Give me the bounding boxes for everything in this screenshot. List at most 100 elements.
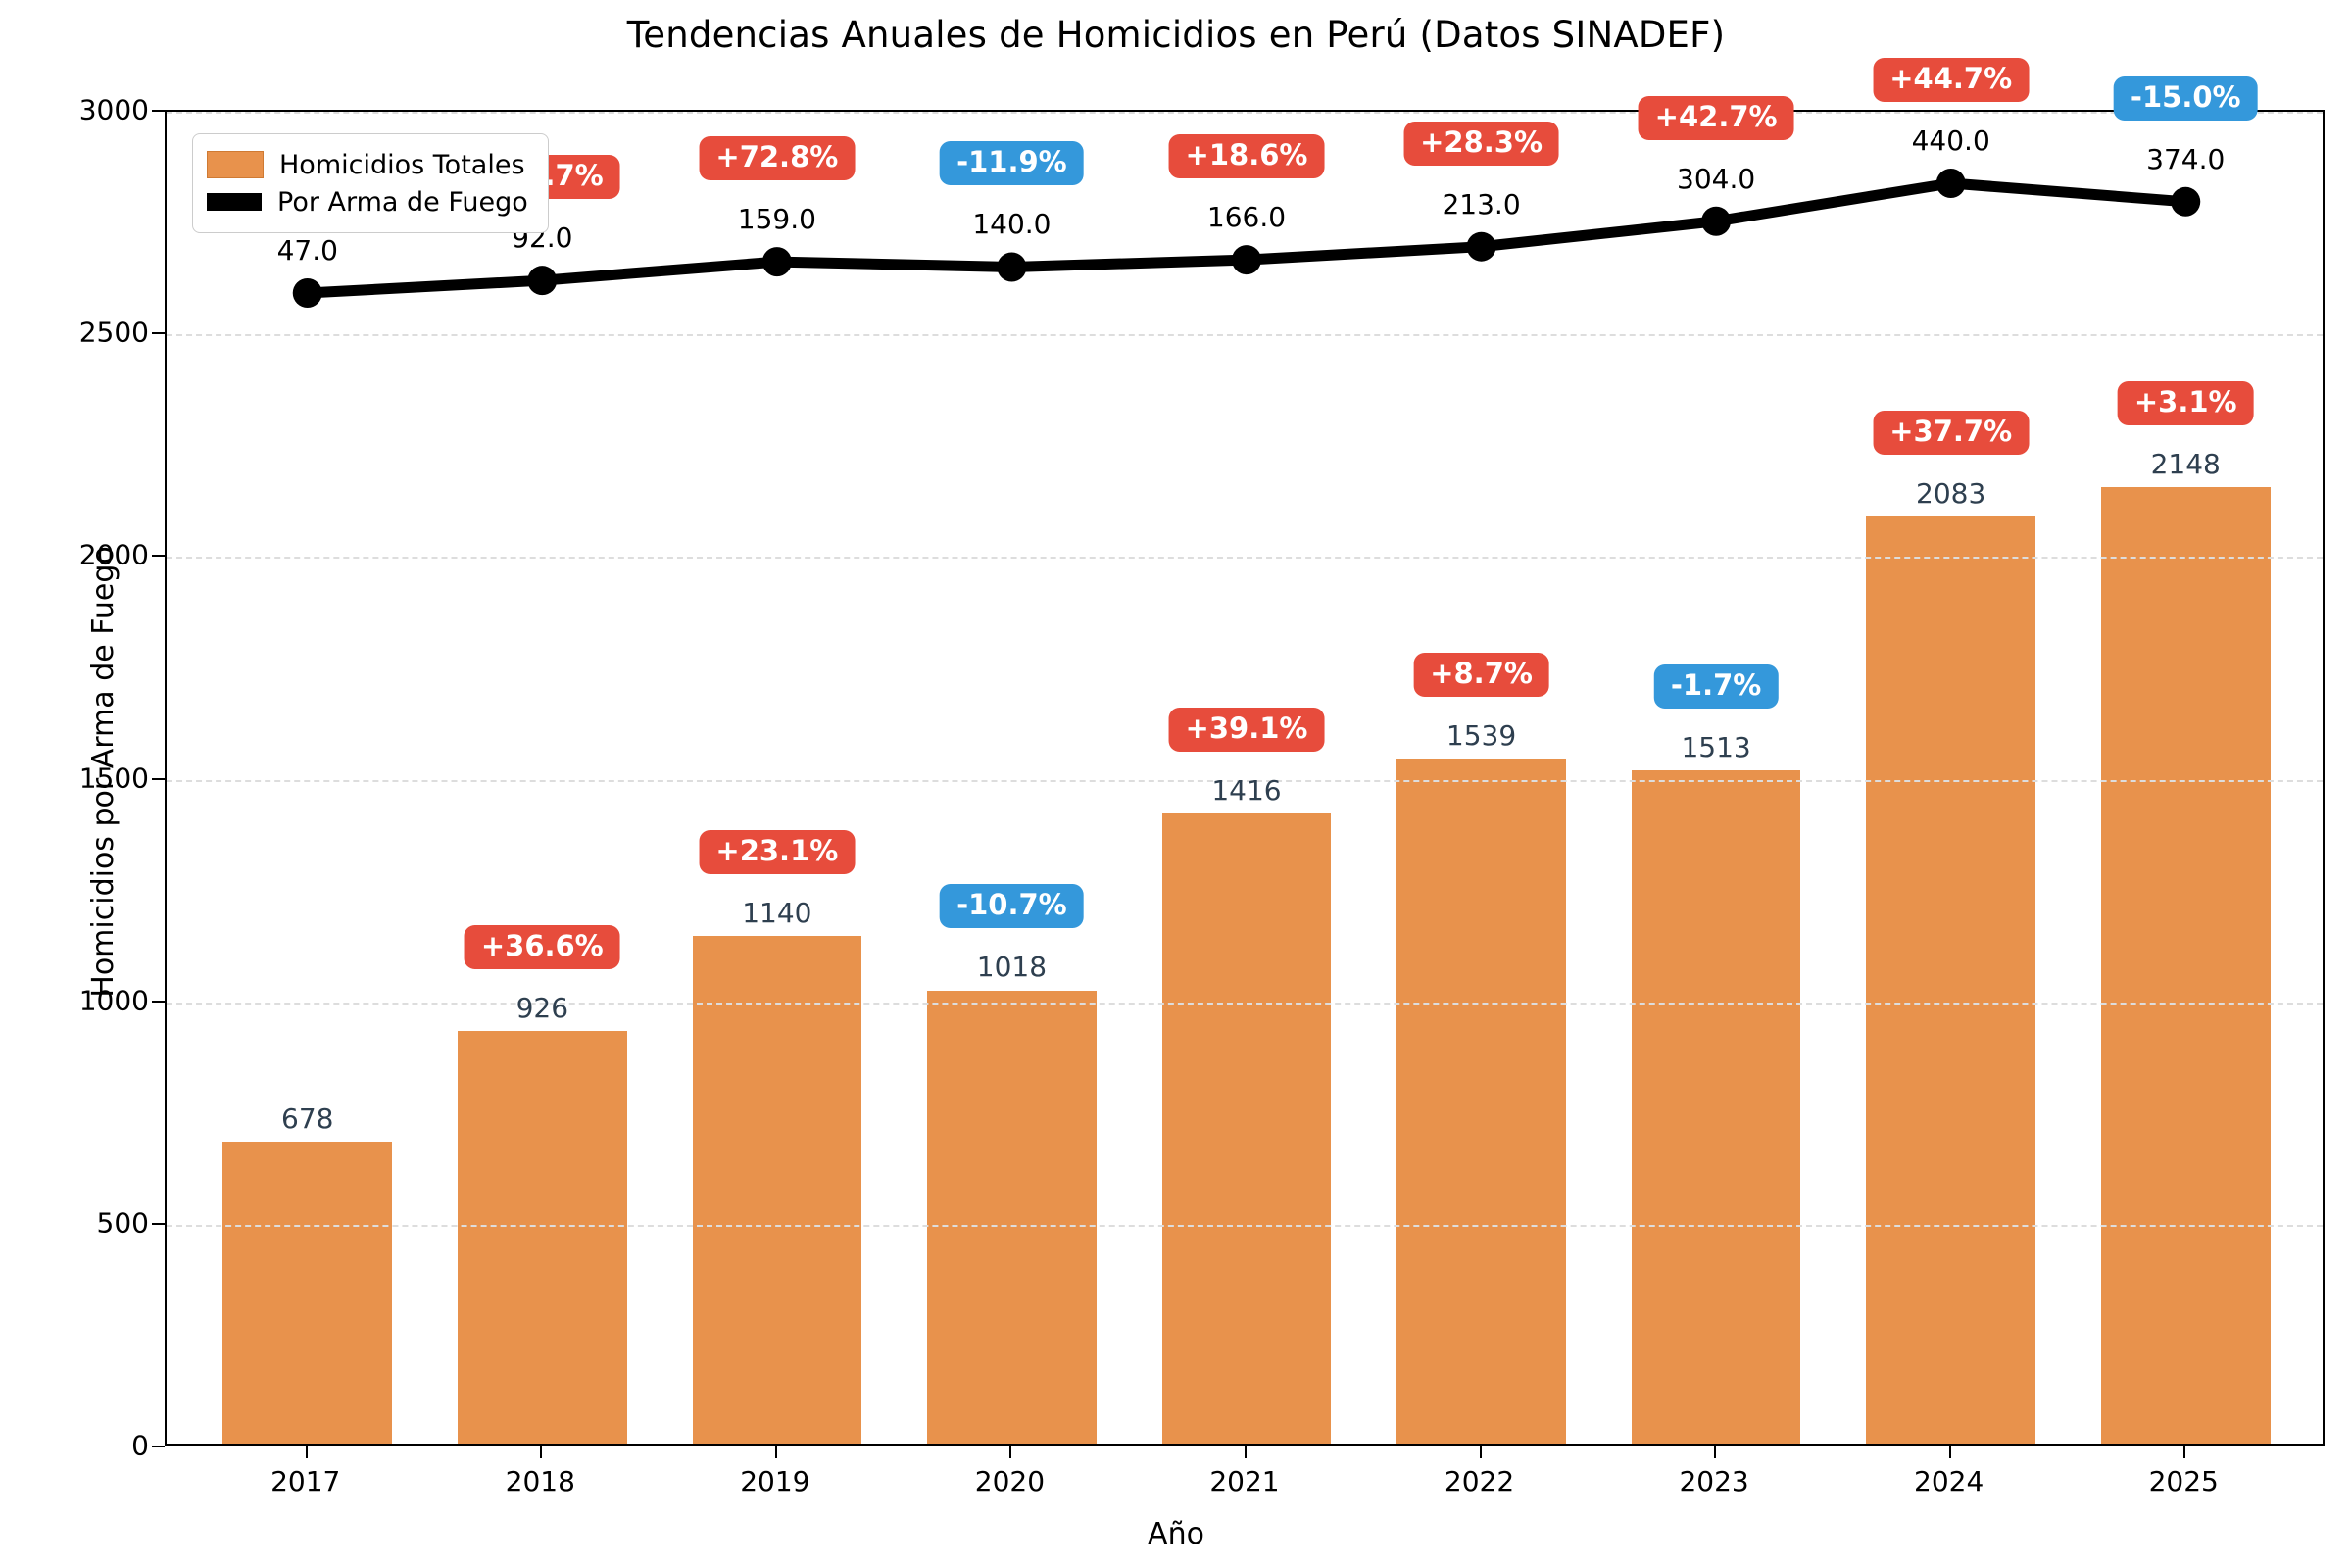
bar-value-label: 1140 — [742, 897, 812, 930]
line-change-badge: -11.9% — [940, 141, 1084, 186]
x-axis-tick-label: 2024 — [1914, 1465, 1984, 1497]
x-axis-label: Año — [1148, 1517, 1204, 1551]
x-axis-tick-label: 2022 — [1444, 1465, 1515, 1497]
chart-title: Tendencias Anuales de Homicidios en Perú… — [626, 14, 1726, 56]
gridline — [167, 1002, 2323, 1004]
gridline — [167, 1224, 2323, 1227]
line-change-badge: +18.6% — [1168, 134, 1325, 179]
plot-area: 678 926 +36.6% 1140 +23.1% 1018 -10.7% 1416 +39.… — [165, 58, 2325, 1446]
bar-value-label: 926 — [515, 992, 569, 1025]
x-axis-tick-label: 2023 — [1679, 1465, 1749, 1497]
chart-legend[interactable]: Homicidios Totales Por Arma de Fuego — [192, 133, 549, 233]
bar-homicidios-totales[interactable] — [692, 936, 862, 1444]
x-axis-tick-label: 2018 — [505, 1465, 575, 1497]
firearm-line-marker[interactable] — [2171, 186, 2201, 217]
firearm-line-marker[interactable] — [527, 266, 558, 296]
bar-homicidios-totales[interactable] — [1866, 515, 2035, 1444]
y-axis-tick-label: 1000 — [78, 984, 149, 1017]
firearm-line-marker[interactable] — [1936, 169, 1966, 198]
bar-homicidios-totales[interactable] — [458, 1031, 627, 1444]
gridline — [167, 779, 2323, 782]
line-value-label: 159.0 — [737, 203, 816, 236]
y-axis-tick-label: 3000 — [78, 93, 149, 126]
bar-value-label: 678 — [281, 1102, 334, 1135]
y-axis-tick-label: 1500 — [78, 761, 149, 794]
x-axis-tick-mark — [774, 1446, 777, 1458]
line-value-label: 440.0 — [1911, 124, 1990, 157]
y-axis-tick-mark — [152, 777, 165, 780]
x-axis-tick-mark — [305, 1446, 308, 1458]
x-axis-tick-mark — [2183, 1446, 2186, 1458]
line-change-badge: +72.8% — [699, 136, 856, 181]
firearm-line-marker[interactable] — [1232, 245, 1261, 275]
bar-value-label: 1018 — [976, 951, 1048, 984]
y-axis-tick-label: 2500 — [78, 316, 149, 349]
line-change-badge: +44.7% — [1873, 58, 2030, 102]
x-axis-tick-label: 2019 — [740, 1465, 810, 1497]
y-axis-tick-mark — [152, 555, 165, 558]
x-axis-tick-label: 2021 — [1209, 1465, 1280, 1497]
x-axis-tick-mark — [540, 1446, 543, 1458]
firearm-line-marker[interactable] — [761, 247, 792, 277]
bar-homicidios-totales[interactable] — [1631, 769, 1801, 1444]
y-axis-tick-mark — [152, 1446, 165, 1447]
line-change-badge: +28.3% — [1403, 121, 1560, 166]
bar-homicidios-totales[interactable] — [1161, 812, 1332, 1444]
line-change-badge: +42.7% — [1638, 95, 1794, 140]
y-axis-tick-mark — [152, 1000, 165, 1003]
y-axis-tick-label: 0 — [131, 1429, 149, 1462]
line-value-label: 374.0 — [2146, 142, 2226, 175]
bar-value-label: 2083 — [1916, 476, 1986, 510]
y-axis-tick-mark — [152, 332, 165, 335]
bar-change-badge: -1.7% — [1653, 663, 1779, 709]
bar-change-badge: -10.7% — [940, 884, 1084, 929]
bar-change-badge: +37.7% — [1873, 410, 2030, 455]
line-value-label: 140.0 — [972, 208, 1052, 241]
gridline — [167, 112, 2323, 114]
bar-homicidios-totales[interactable] — [1396, 758, 1566, 1444]
firearm-line-marker[interactable] — [292, 278, 322, 308]
x-axis-tick-mark — [1714, 1446, 1717, 1458]
x-axis-tick-label: 2025 — [2148, 1465, 2219, 1497]
legend-line-swatch-icon — [207, 193, 262, 211]
firearm-line-marker[interactable] — [1466, 231, 1496, 262]
line-value-label: 213.0 — [1442, 187, 1521, 220]
line-value-label: 166.0 — [1206, 201, 1287, 234]
x-axis-tick-label: 2020 — [974, 1465, 1046, 1497]
bar-homicidios-totales[interactable] — [2101, 487, 2271, 1444]
bar-change-badge: +8.7% — [1413, 652, 1549, 697]
bar-value-label: 2148 — [2150, 448, 2221, 481]
plot-inner: 678 926 +36.6% 1140 +23.1% 1018 -10.7% 1416 +39.… — [167, 58, 2323, 1444]
line-value-label: 47.0 — [276, 234, 338, 267]
bar-change-badge: +36.6% — [464, 925, 620, 970]
x-axis-tick-mark — [1245, 1446, 1247, 1458]
x-axis-tick-mark — [1948, 1446, 1951, 1458]
firearm-line-series — [292, 169, 2201, 308]
bar-value-label: 1416 — [1211, 773, 1282, 807]
bar-value-label: 1513 — [1681, 730, 1751, 763]
firearm-line-marker[interactable] — [1701, 206, 1732, 236]
x-axis-tick-mark — [1009, 1446, 1012, 1458]
bar-change-badge: +23.1% — [699, 830, 856, 875]
y-axis-tick-mark — [152, 110, 165, 112]
legend-item-label: Homicidios Totales — [279, 149, 525, 180]
line-value-label: 304.0 — [1677, 162, 1756, 195]
legend-bar-swatch-icon — [207, 151, 264, 178]
firearm-line-marker[interactable] — [997, 252, 1027, 282]
bar-change-badge: +39.1% — [1168, 707, 1325, 752]
bar-value-label: 1539 — [1446, 718, 1517, 752]
bar-homicidios-totales[interactable] — [222, 1141, 392, 1444]
bar-change-badge: +3.1% — [2117, 381, 2254, 426]
y-axis-tick-mark — [152, 1222, 165, 1225]
legend-item-line[interactable]: Por Arma de Fuego — [207, 183, 528, 220]
gridline — [167, 334, 2323, 337]
x-axis-tick-mark — [1479, 1446, 1482, 1458]
bar-homicidios-totales[interactable] — [927, 990, 1097, 1444]
x-axis-tick-label: 2017 — [270, 1465, 341, 1497]
y-axis-tick-label: 500 — [96, 1206, 149, 1240]
gridline — [167, 557, 2323, 560]
legend-item-bars[interactable]: Homicidios Totales — [207, 146, 528, 183]
legend-item-label: Por Arma de Fuego — [277, 186, 528, 218]
line-change-badge: -15.0% — [2113, 75, 2258, 121]
